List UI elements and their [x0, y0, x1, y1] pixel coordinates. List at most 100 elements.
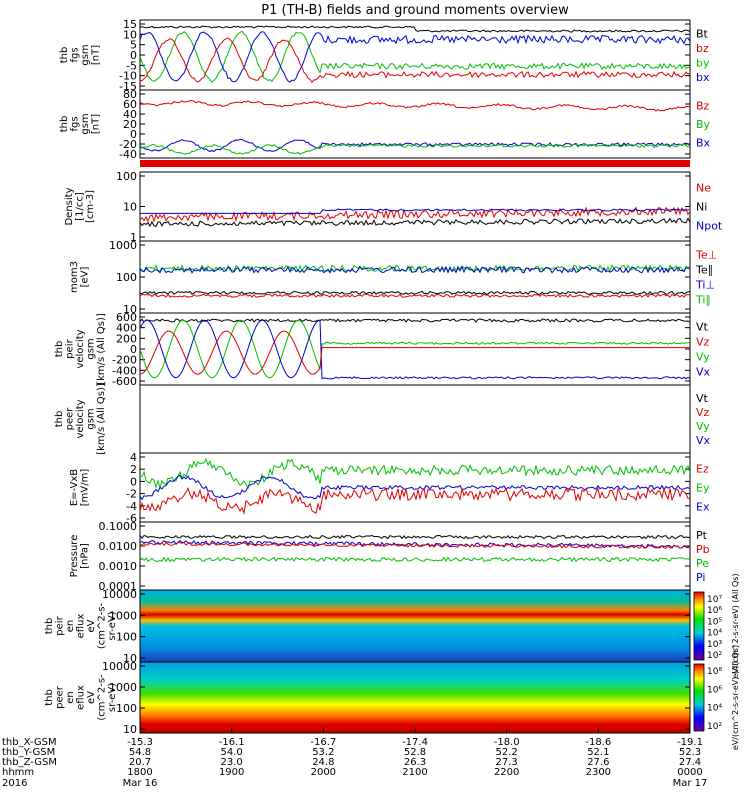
y-tick-label: 100 — [116, 170, 137, 183]
trace-ne — [139, 206, 691, 223]
ephemeris-value: 26.3 — [404, 757, 426, 768]
y-tick-label: 10000 — [102, 660, 137, 673]
legend-vz: Vz — [696, 336, 710, 349]
y-label-line: sr-eV) — [107, 611, 118, 640]
trace-by — [139, 30, 691, 83]
y-label-line: peer — [65, 407, 76, 431]
y-tick-label: -10 — [119, 70, 137, 83]
y-label-line: [nPa] — [80, 543, 91, 569]
trace-by — [139, 143, 691, 156]
legend-ey: Ey — [696, 482, 710, 495]
ephemeris-label: thb_Z-GSM — [2, 757, 57, 768]
y-tick-label: 10 — [123, 652, 137, 665]
y-tick-label: 20 — [123, 118, 137, 131]
y-label-line: [1/cc] — [75, 192, 86, 221]
y-tick-label: 0 — [130, 128, 137, 141]
ephemeris-value: -16.7 — [310, 737, 336, 748]
ephemeris-value: 52.1 — [587, 747, 609, 758]
y-tick-label: 1 — [130, 231, 137, 244]
legend-bz: Bz — [696, 99, 710, 112]
ephemeris-value: -18.0 — [494, 737, 520, 748]
spectrogram — [140, 662, 690, 733]
ephemeris-value: 0000 — [677, 767, 702, 778]
colorbar-tick-label: 10⁶ — [707, 606, 722, 616]
trace-te-par — [139, 290, 690, 295]
legend-bx: Bx — [696, 137, 711, 150]
trace-vx — [139, 319, 691, 380]
y-axis-label: thb fgs gsm [nT] — [59, 113, 102, 134]
y-label-line: [km/s (All Qs)] — [96, 383, 107, 455]
ephemeris-value: 54.8 — [129, 747, 151, 758]
y-tick-label: 600 — [116, 311, 137, 324]
colorbar-tick-label: 10⁸ — [707, 667, 722, 677]
y-label-line: Density — [64, 187, 75, 225]
trace-bt — [139, 25, 691, 33]
y-tick-label: 0.0010 — [99, 560, 138, 573]
legend-bt: Bt — [696, 27, 709, 40]
ephemeris-value: 2300 — [586, 767, 611, 778]
y-tick-label: -20 — [119, 138, 137, 151]
y-axis-label: E=-VxB [mV/m] — [69, 469, 91, 507]
y-label-line: en — [65, 620, 76, 633]
ephemeris-label: thb_Y-GSM — [2, 747, 55, 758]
y-axis-label: thb peir velocity gsm [km/s (All Qs)] — [54, 313, 107, 385]
trace-ti-perp — [139, 265, 691, 274]
legend-ne: Ne — [696, 182, 711, 195]
trace-bz — [139, 37, 691, 84]
y-label-line: [mV/m] — [80, 469, 91, 507]
y-tick-label: 0.0100 — [99, 540, 138, 553]
ephemeris-label: thb_X-GSM — [2, 737, 57, 748]
ephemeris-value: -16.1 — [219, 737, 245, 748]
y-tick-label: 100 — [116, 702, 137, 715]
y-tick-label: 10 — [123, 201, 137, 214]
spectrogram-fill — [140, 590, 690, 662]
panel-9: 10000 1000 100 10 thb peir en eflux eV (cm^2-s-sr… — [44, 573, 740, 678]
legend-ti∥: Ti∥ — [695, 294, 711, 307]
trace-bz — [139, 100, 691, 112]
y-label-line: thb — [59, 116, 70, 133]
y-tick-label: 100 — [116, 271, 137, 284]
y-label-line: thb — [44, 618, 55, 635]
legend-vy: Vy — [696, 420, 710, 433]
ephemeris-value: 27.6 — [587, 757, 609, 768]
y-tick-label: 1000 — [109, 239, 137, 252]
colorbar: 10⁸ 10⁶ 10⁴ 10² eV/(cm^2-s-sr-eV) (All Qs) — [693, 645, 740, 750]
date-start: Mar 16 — [123, 778, 158, 789]
panel-frame — [139, 240, 691, 314]
trace-ez — [139, 486, 691, 515]
colorbar-tick-label: 10² — [707, 651, 722, 661]
y-label-line: gsm — [80, 113, 91, 134]
spectrogram-fill — [140, 662, 690, 733]
y-tick-label: -600 — [112, 375, 137, 388]
y-tick-label: 400 — [116, 322, 137, 335]
y-tick-label: -15 — [119, 80, 137, 93]
colorbar-label-text: eV/(cm^2-s-sr-eV) (All Qs) — [731, 645, 740, 750]
ephemeris-value: 23.0 — [221, 757, 243, 768]
spectrogram — [140, 590, 690, 662]
y-label-line: fgs — [70, 47, 81, 62]
y-tick-label: 10 — [123, 28, 137, 41]
legend-npot: Npot — [696, 220, 723, 233]
colorbar-tick-label: 10⁷ — [707, 595, 722, 605]
trace-pb — [139, 541, 691, 549]
panel-10: 10000 1000 100 10 thb peer en eflux eV (cm^2-s-sr… — [44, 645, 740, 750]
y-label-line: fgs — [70, 116, 81, 131]
y-label-line: thb — [54, 341, 65, 358]
trace-pt — [139, 534, 691, 540]
y-tick-label: 0 — [130, 343, 137, 356]
y-label-line: mom3 — [69, 261, 80, 293]
legend-vz: Vz — [696, 406, 710, 419]
legend-vx: Vx — [696, 366, 711, 379]
y-tick-label: 100 — [116, 631, 137, 644]
ephemeris-value: 1900 — [219, 767, 244, 778]
y-label-line: [nT] — [91, 114, 102, 134]
y-tick-label: 80 — [123, 88, 137, 101]
y-tick-label: 0 — [130, 49, 137, 62]
trace-pi — [139, 539, 691, 549]
y-tick-label: -4 — [126, 500, 137, 513]
y-tick-label: -5 — [126, 59, 137, 72]
date-year: 2016 — [2, 778, 27, 789]
trace-vy — [139, 319, 691, 379]
